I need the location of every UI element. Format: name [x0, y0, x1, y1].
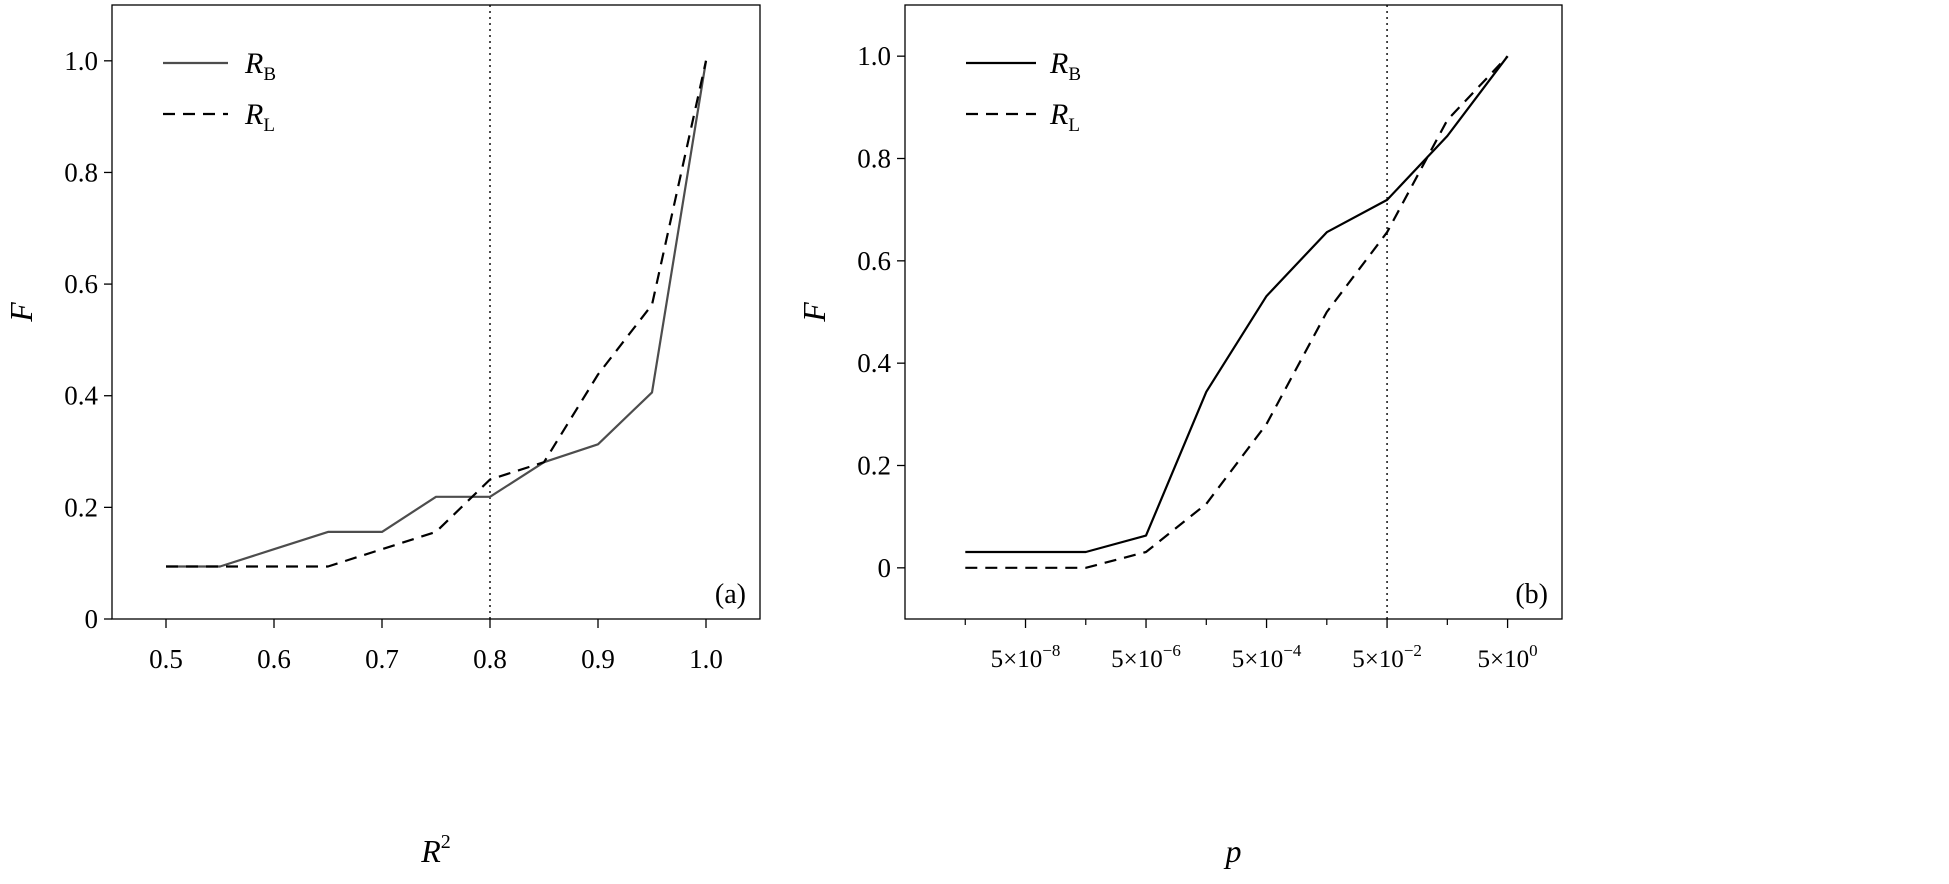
x-tick-label: 5×100	[1478, 641, 1538, 673]
legend-label-main: R	[244, 47, 263, 80]
x-tick-label-base: 5×10	[1111, 646, 1163, 673]
x-tick-label-exponent: −4	[1283, 641, 1302, 660]
x-axis-label: R2	[420, 831, 451, 869]
x-tick-label: 5×10−2	[1352, 641, 1422, 673]
y-tick-label: 0.2	[857, 451, 891, 481]
x-tick-label-base: 5×10	[991, 646, 1043, 673]
legend-label-main: R	[1049, 47, 1068, 80]
x-tick-label-exponent: −2	[1404, 641, 1422, 660]
x-tick-label: 1.0	[689, 644, 723, 674]
legend-label-subscript: L	[1068, 115, 1080, 136]
x-tick-label-base: 5×10	[1478, 646, 1530, 673]
y-tick-label: 0.4	[857, 348, 891, 378]
series-line-b	[965, 55, 1509, 554]
x-tick-label-exponent: −6	[1163, 641, 1181, 660]
legend-label-main: R	[244, 98, 263, 131]
y-tick-label: 1.0	[857, 41, 891, 71]
panel-label: (a)	[715, 579, 746, 610]
x-tick-label: 5×10−4	[1232, 641, 1302, 673]
x-tick-label: 0.8	[473, 644, 507, 674]
x-tick-label: 0.9	[581, 644, 615, 674]
y-tick-label: 0	[878, 553, 892, 583]
y-axis-label: F	[796, 302, 832, 323]
legend-label-subscript: B	[1068, 64, 1081, 85]
y-tick-label: 0.4	[64, 381, 98, 411]
y-axis-label: F	[3, 302, 39, 323]
x-tick-label: 0.7	[365, 644, 399, 674]
y-tick-label: 0	[85, 604, 99, 634]
x-tick-label: 5×10−6	[1111, 641, 1181, 673]
panel-a-chart: 00.20.40.60.81.00.5 0.6 0.7 0.8 0.9 1.0RBRL(a…	[3, 4, 761, 869]
legend-label-b: RB	[244, 47, 276, 85]
x-axis-label-main: p	[1224, 833, 1242, 869]
legend-label-l: RL	[1049, 98, 1080, 136]
legend-label-subscript: B	[263, 64, 276, 85]
x-axis-label-main: R	[420, 833, 441, 869]
y-tick-label: 0.8	[857, 144, 891, 174]
legend-label-b: RB	[1049, 47, 1081, 85]
series-line-l	[965, 55, 1509, 569]
plot-frame	[111, 4, 761, 620]
series-line-b	[166, 60, 708, 568]
x-tick-label: 5×10−8	[991, 641, 1061, 673]
plot-frame	[904, 4, 1563, 620]
panel-b-chart: 00.20.40.60.81.05×10−8 5×10−6 5×10−4 5×10−2…	[796, 4, 1563, 869]
x-tick-label-base: 5×10	[1352, 646, 1404, 673]
y-tick-label: 1.0	[64, 46, 98, 76]
x-axis-label: p	[1224, 833, 1242, 869]
panel-label: (b)	[1515, 579, 1548, 610]
legend-label-main: R	[1049, 98, 1068, 131]
y-tick-label: 0.8	[64, 157, 98, 187]
series-line-l	[166, 60, 708, 568]
y-tick-label: 0.6	[64, 269, 98, 299]
x-tick-label-base: 5×10	[1232, 646, 1284, 673]
y-tick-label: 0.2	[64, 492, 98, 522]
x-tick-label-exponent: 0	[1529, 641, 1538, 660]
legend-label-subscript: L	[263, 115, 275, 136]
x-axis-label-superscript: 2	[441, 831, 451, 853]
legend-label-l: RL	[244, 98, 275, 136]
x-tick-label: 0.6	[257, 644, 291, 674]
x-tick-label: 0.5	[149, 644, 183, 674]
x-tick-label-exponent: −8	[1042, 641, 1060, 660]
y-tick-label: 0.6	[857, 246, 891, 276]
